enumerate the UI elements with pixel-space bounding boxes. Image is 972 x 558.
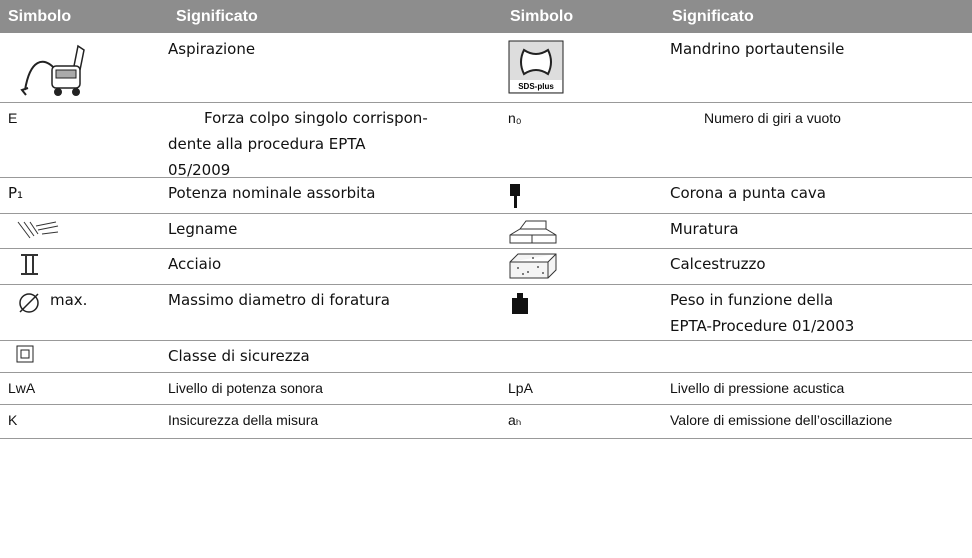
header-cell: Simbolo	[8, 8, 72, 25]
meaning-cell: Potenza nominale assorbita	[168, 184, 376, 202]
row-rule	[0, 372, 972, 373]
symbol-cell: n₀	[508, 110, 522, 126]
meaning-cell: Classe di sicurezza	[168, 347, 310, 365]
row-rule	[0, 248, 972, 249]
symbol-cell: K	[8, 412, 18, 428]
symbol-cell: max.	[50, 291, 88, 309]
meaning-cell: Insicurezza della misura	[168, 412, 319, 428]
wood-icon	[17, 221, 59, 239]
concrete-icon	[509, 253, 557, 279]
brick-icon	[509, 220, 557, 244]
sds-icon: SDS-plus	[508, 40, 564, 94]
row-rule	[0, 177, 972, 178]
diameter-icon	[19, 293, 39, 313]
weight-icon	[512, 293, 528, 314]
meaning-cell: Forza colpo singolo corrispon- dente all…	[168, 109, 428, 179]
meaning-cell: Valore di emissione dell’oscillazione	[670, 412, 893, 428]
symbol-cell: LpA	[508, 380, 533, 396]
meaning-cell: Livello di potenza sonora	[168, 380, 323, 396]
symbol-cell: aₕ	[508, 412, 522, 428]
row-rule	[0, 340, 972, 341]
row-rule	[0, 438, 972, 439]
meaning-cell: Calcestruzzo	[670, 255, 766, 273]
meaning-cell: Muratura	[670, 220, 739, 238]
row-rule	[0, 213, 972, 214]
meaning-cell: Legname	[168, 220, 238, 238]
core-bit-icon	[510, 184, 520, 208]
vacuum-icon	[20, 44, 85, 96]
meaning-cell: Mandrino portautensile	[670, 40, 845, 58]
class-icon	[16, 345, 34, 363]
meaning-cell: Livello di pressione acustica	[670, 380, 845, 396]
header-cell: Simbolo	[510, 8, 574, 25]
steel-icon	[21, 254, 38, 275]
meaning-cell: Aspirazione	[168, 40, 256, 58]
row-rule	[0, 404, 972, 405]
sds-label: SDS-plus	[518, 82, 554, 91]
meaning-cell: Corona a punta cava	[670, 184, 826, 202]
meaning-cell: Acciaio	[168, 255, 222, 273]
symbol-cell: LwA	[8, 380, 36, 396]
meaning-cell: Numero di giri a vuoto	[704, 110, 841, 126]
row-rule	[0, 102, 972, 103]
row-rule	[0, 284, 972, 285]
header-bar	[0, 0, 972, 33]
header-cell: Significato	[672, 8, 754, 25]
meaning-cell: Massimo diametro di foratura	[168, 291, 390, 309]
symbol-cell: P₁	[8, 184, 24, 202]
symbol-cell: E	[8, 110, 18, 126]
header-cell: Significato	[176, 8, 258, 25]
meaning-cell: Peso in funzione della EPTA-Procedure 01…	[670, 291, 855, 335]
